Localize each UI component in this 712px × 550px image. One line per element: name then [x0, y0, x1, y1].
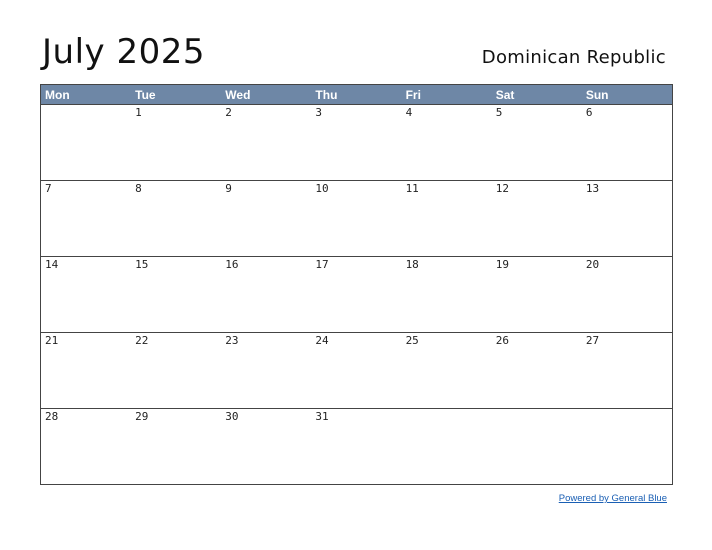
day-cell: 7 [45, 182, 52, 195]
day-cell: 13 [585, 182, 600, 195]
day-cell: 5 [495, 106, 503, 119]
day-cell: 15 [135, 258, 149, 271]
day-cell: 25 [405, 334, 419, 347]
week-row: 7 8 9 10 11 12 13 [41, 181, 672, 257]
week-row: 21 22 23 24 25 26 27 [41, 333, 672, 409]
weekday-wed: Wed [225, 88, 251, 102]
day-cell: 1 [135, 106, 142, 119]
day-cell: 26 [495, 334, 509, 347]
country-label: Dominican Republic [481, 47, 666, 68]
weekday-sat: Sat [495, 88, 515, 102]
weekday-sun: Sun [585, 88, 609, 102]
day-cell: 6 [585, 106, 593, 119]
calendar-grid: Mon Tue Wed Thu Fri Sat Sun 1 2 3 4 5 6 … [40, 84, 673, 485]
day-cell: 20 [585, 258, 600, 271]
day-cell [41, 105, 131, 180]
day-cell: 10 [315, 182, 329, 195]
week-row: 1 2 3 4 5 6 [41, 105, 672, 181]
week-row: 14 15 16 17 18 19 20 [41, 257, 672, 333]
day-cell: 30 [225, 410, 239, 423]
week-row: 28 29 30 31 [41, 409, 672, 484]
day-cell: 28 [45, 410, 59, 423]
day-cell: 11 [405, 182, 419, 195]
day-cell: 21 [45, 334, 59, 347]
day-cell [402, 409, 492, 484]
day-cell: 9 [225, 182, 232, 195]
day-cell [492, 409, 582, 484]
day-cell: 8 [135, 182, 142, 195]
day-cell: 3 [315, 106, 323, 119]
page-title: July 2025 [42, 32, 205, 72]
day-cell: 19 [495, 258, 509, 271]
weekday-thu: Thu [315, 88, 338, 102]
day-cell: 31 [315, 410, 329, 423]
day-cell: 2 [225, 106, 232, 119]
day-cell: 4 [405, 106, 413, 119]
day-cell: 23 [225, 334, 239, 347]
day-cell [582, 409, 672, 484]
weekday-mon: Mon [45, 88, 70, 102]
day-cell: 22 [135, 334, 149, 347]
day-cell: 18 [405, 258, 419, 271]
weekday-fri: Fri [405, 88, 421, 102]
powered-by-link[interactable]: Powered by General Blue [558, 493, 667, 504]
day-cell: 12 [495, 182, 509, 195]
weekday-tue: Tue [135, 88, 156, 102]
day-cell: 29 [135, 410, 149, 423]
weekday-header-row: Mon Tue Wed Thu Fri Sat Sun [41, 85, 672, 105]
day-cell: 27 [585, 334, 600, 347]
day-cell: 14 [45, 258, 59, 271]
day-cell: 16 [225, 258, 239, 271]
day-cell: 17 [315, 258, 329, 271]
day-cell: 24 [315, 334, 329, 347]
